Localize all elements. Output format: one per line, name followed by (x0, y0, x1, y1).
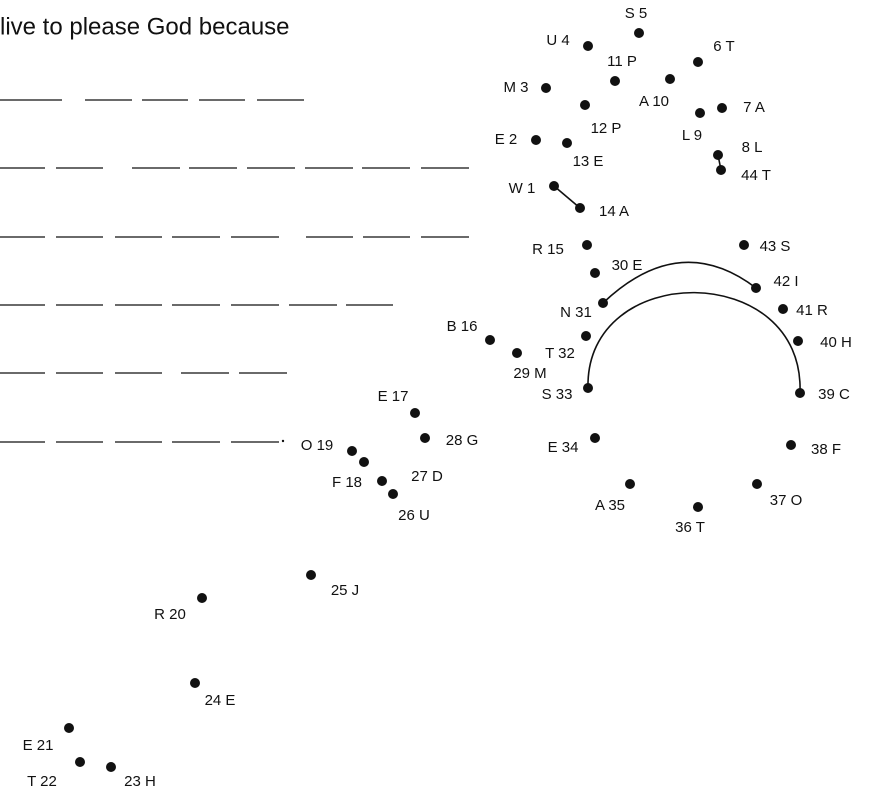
dot-label: L 9 (682, 127, 702, 144)
dot-label: 11 P (607, 53, 637, 70)
dot-label: O 19 (301, 437, 334, 454)
dot (786, 440, 796, 450)
dot (713, 150, 723, 160)
dot (549, 181, 559, 191)
dot-label: A 35 (595, 497, 625, 514)
dot-label: 44 T (741, 167, 771, 184)
dot-label: F 18 (332, 474, 362, 491)
dot-label: W 1 (509, 180, 536, 197)
dot-label: 24 E (205, 692, 236, 709)
dot (75, 757, 85, 767)
dot (795, 388, 805, 398)
dot (581, 331, 591, 341)
dot-label: E 2 (495, 131, 518, 148)
dot-label: U 4 (546, 32, 569, 49)
dot (590, 268, 600, 278)
arc (602, 261, 757, 304)
dot-label: R 20 (154, 606, 186, 623)
dot (625, 479, 635, 489)
dot (106, 762, 116, 772)
dot (64, 723, 74, 733)
dot (575, 203, 585, 213)
dot (716, 165, 726, 175)
dot (695, 108, 705, 118)
dot-label: S 33 (542, 386, 573, 403)
dot-label: 30 E (612, 257, 643, 274)
connector (553, 185, 581, 209)
dot-label: 13 E (573, 153, 604, 170)
dot (793, 336, 803, 346)
dot (541, 83, 551, 93)
dot-label: S 5 (625, 5, 648, 22)
dot (197, 593, 207, 603)
dot-label: 6 T (713, 38, 734, 55)
dot (485, 335, 495, 345)
dot (610, 76, 620, 86)
dot-label: B 16 (447, 318, 478, 335)
dot (583, 383, 593, 393)
title: live to please God because (0, 13, 290, 40)
dot (531, 135, 541, 145)
dot-label: 25 J (331, 582, 359, 599)
dot-label: R 15 (532, 241, 564, 258)
dot-label: E 21 (23, 737, 54, 754)
dot-small (281, 439, 285, 443)
dot-label: 43 S (760, 238, 791, 255)
dot-label: 36 T (675, 519, 705, 536)
dot-label: N 31 (560, 304, 592, 321)
dot-label: 26 U (398, 507, 430, 524)
dot (583, 41, 593, 51)
dot-label: 27 D (411, 468, 443, 485)
dot-label: 41 R (796, 302, 828, 319)
dot (598, 298, 608, 308)
dot-label: 28 G (446, 432, 479, 449)
dot (717, 103, 727, 113)
dot (739, 240, 749, 250)
dot (590, 433, 600, 443)
dot (778, 304, 788, 314)
dot-label: 40 H (820, 334, 852, 351)
dot-label: 7 A (743, 99, 765, 116)
dot (634, 28, 644, 38)
dot-label: T 32 (545, 345, 575, 362)
dot (582, 240, 592, 250)
dot-label: A 10 (639, 93, 669, 110)
dots: W 1 E 2 M 3 U 4 S 5 6 T 7 A 8 L L 9 A 10 11 P 12 P 1… (23, 5, 852, 790)
dot (190, 678, 200, 688)
dot-label: 29 M (513, 365, 546, 382)
dot (377, 476, 387, 486)
dot (410, 408, 420, 418)
dot-label: 14 A (599, 203, 629, 220)
dot (359, 457, 369, 467)
dot (306, 570, 316, 580)
dot-label: 12 P (591, 120, 622, 137)
dot-label: E 34 (548, 439, 579, 456)
dot-label: 37 O (770, 492, 803, 509)
dot-label: E 17 (378, 388, 409, 405)
dot-label: M 3 (503, 79, 528, 96)
dot-label: 8 L (742, 139, 763, 156)
dot (751, 283, 761, 293)
dot (347, 446, 357, 456)
dot (693, 57, 703, 67)
dot (580, 100, 590, 110)
dot-label: 38 F (811, 441, 841, 458)
dot-label: 42 I (773, 273, 798, 290)
dot (693, 502, 703, 512)
answer-blanks (0, 99, 469, 443)
dot (562, 138, 572, 148)
dot (665, 74, 675, 84)
dot (752, 479, 762, 489)
dot-label: 39 C (818, 386, 850, 403)
dot-label: T 22 (27, 773, 57, 790)
dot (388, 489, 398, 499)
dot-label: 23 H (124, 773, 156, 790)
dot (420, 433, 430, 443)
dot (512, 348, 522, 358)
arc (587, 291, 801, 394)
